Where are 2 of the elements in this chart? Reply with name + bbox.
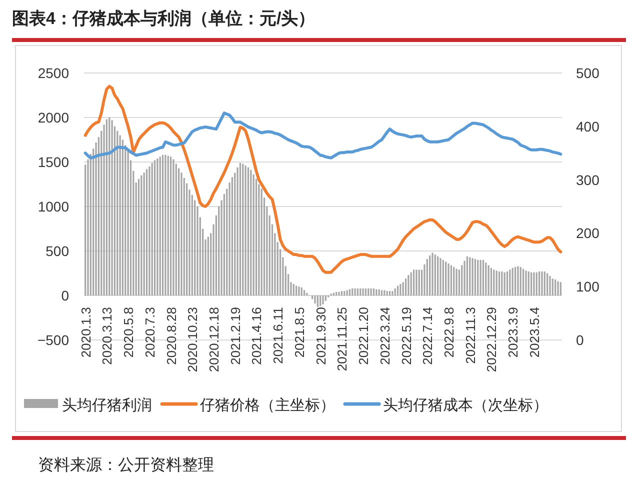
annotation: 资料来源：公开资料整理 — [38, 457, 214, 474]
title: 图表4：仔猪成本与利润（单位：元/头） — [12, 9, 316, 28]
